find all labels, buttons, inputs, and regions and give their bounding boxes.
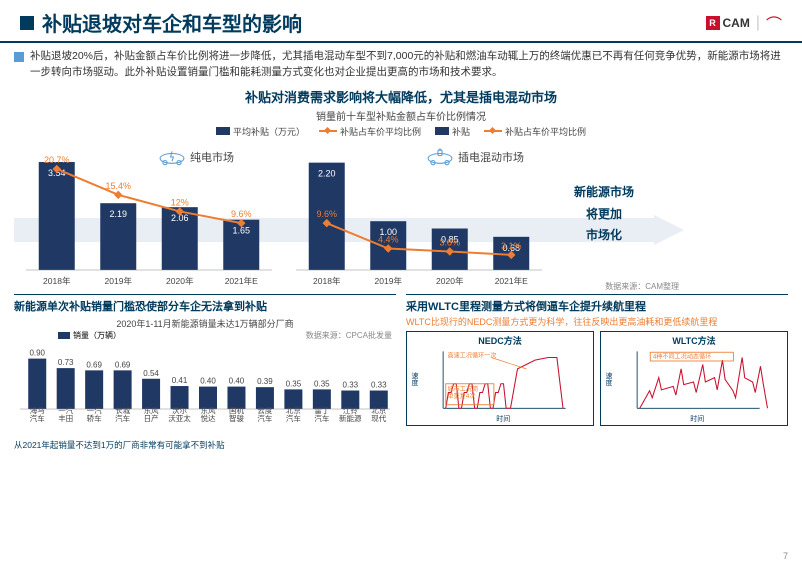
section1-title: 补贴对消费需求影响将大幅降低，尤其是插电混动市场 — [14, 87, 788, 106]
svg-text:4种不同工况动态循环: 4种不同工况动态循环 — [653, 353, 711, 361]
svg-text:0.39: 0.39 — [257, 377, 273, 386]
source2: 数据来源：CPCA批发量 — [306, 330, 392, 341]
svg-text:海马汽车: 海马汽车 — [30, 405, 45, 423]
svg-text:云度汽车: 云度汽车 — [257, 405, 272, 423]
svg-text:东风日产: 东风日产 — [144, 405, 159, 423]
svg-text:12%: 12% — [171, 197, 189, 207]
cam-text: CAM — [723, 16, 750, 30]
cam-icon: R — [706, 16, 720, 30]
svg-text:3.8%: 3.8% — [439, 237, 460, 247]
intro-text: 补贴退坡20%后，补贴金额占车价比例将进一步降低，尤其插电混动车型不到7,000… — [30, 49, 788, 81]
section2-footnote: 从2021年起销量不达到1万的厂商非常有可能拿不到补贴 — [14, 439, 396, 451]
intro-bullet — [14, 52, 24, 62]
section2-subtitle: 2020年1-11月新能源销量未达1万辆部分厂商 — [14, 317, 396, 330]
section1-subtitle: 销量前十车型补贴金额占车价比例情况 — [14, 108, 788, 123]
svg-text:0.35: 0.35 — [314, 379, 330, 388]
svg-text:2021年E: 2021年E — [225, 276, 258, 286]
svg-text:2020年: 2020年 — [166, 276, 194, 286]
svg-text:北京汽车: 北京汽车 — [286, 405, 301, 423]
svg-text:东风悦达: 东风悦达 — [201, 405, 216, 423]
svg-text:高速工况循环一次: 高速工况循环一次 — [448, 352, 497, 360]
source1: 数据来源：CAM整理 — [605, 281, 683, 292]
svg-text:0.73: 0.73 — [58, 358, 74, 367]
partner-logo-icon: ⌒ — [766, 11, 782, 35]
title-bullet — [20, 16, 34, 30]
chart-panel-ev: 3.542018年20.7%2.192019年15.4%2.062020年12%… — [14, 140, 284, 290]
svg-text:9.6%: 9.6% — [231, 209, 252, 219]
svg-text:0.33: 0.33 — [371, 380, 387, 389]
svg-text:15.4%: 15.4% — [105, 180, 131, 190]
svg-text:0.69: 0.69 — [115, 360, 131, 369]
page-title: 补贴退坡对车企和车型的影响 — [42, 8, 706, 37]
svg-text:0.41: 0.41 — [172, 376, 188, 385]
svg-text:一汽轿车: 一汽轿车 — [87, 405, 102, 423]
svg-text:0.40: 0.40 — [200, 376, 216, 385]
svg-text:20.7%: 20.7% — [44, 154, 70, 164]
svg-text:一汽丰田: 一汽丰田 — [58, 405, 73, 423]
nedc-chart: NEDC方法 高速工况循环一次 城市工况简单重复4次 速度 时间 — [406, 331, 594, 426]
car-plug-icon — [426, 148, 454, 166]
svg-text:2018年: 2018年 — [313, 276, 341, 286]
svg-text:2019年: 2019年 — [105, 276, 133, 286]
section3-title: 采用WLTC里程测量方式将倒逼车企提升续航里程 — [406, 294, 788, 314]
svg-text:9.6%: 9.6% — [316, 209, 337, 219]
svg-text:3.1%: 3.1% — [501, 240, 522, 250]
svg-text:雷丁汽车: 雷丁汽车 — [314, 406, 329, 423]
svg-text:0.40: 0.40 — [229, 376, 245, 385]
svg-text:2020年: 2020年 — [436, 276, 464, 286]
svg-text:2021年E: 2021年E — [495, 276, 528, 286]
logos: RCAM | ⌒ — [706, 11, 783, 35]
svg-text:0.90: 0.90 — [29, 348, 45, 357]
panel-b-label: 插电混动市场 — [458, 149, 524, 165]
svg-text:2.19: 2.19 — [109, 209, 127, 219]
charts-row: 3.542018年20.7%2.192019年15.4%2.062020年12%… — [14, 140, 788, 290]
side-conclusion: 新能源市场 将更加 市场化 — [554, 140, 654, 290]
chart-sales: 0.90 海马汽车 0.73 一汽丰田 0.69 一汽轿车 0.69 长城汽车 0.54 东风日产… — [14, 341, 396, 436]
svg-text:国机智骏: 国机智骏 — [229, 405, 244, 423]
panel-a-label: 纯电市场 — [190, 149, 234, 165]
svg-text:长城汽车: 长城汽车 — [115, 405, 130, 423]
svg-text:2019年: 2019年 — [375, 276, 403, 286]
svg-text:0.69: 0.69 — [86, 360, 102, 369]
svg-text:0.35: 0.35 — [286, 379, 302, 388]
wltc-chart: WLTC方法 4种不同工况动态循环 速度 时间 — [600, 331, 788, 426]
page-number: 7 — [783, 551, 788, 561]
svg-text:2018年: 2018年 — [43, 276, 71, 286]
section3-text: WLTC比现行的NEDC测量方式更为科学，往往反映出更高油耗和更低续航里程 — [406, 317, 788, 329]
svg-text:0.54: 0.54 — [143, 368, 159, 377]
svg-text:城市工况简单重复4次: 城市工况简单重复4次 — [448, 385, 479, 400]
chart-panel-phev: 2.202018年9.6%1.002019年4.4%0.852020年3.8%0… — [284, 140, 554, 290]
chart-legend: 平均补贴（万元） 补贴占车价平均比例 补贴 补贴占车价平均比例 — [14, 125, 788, 138]
car-icon — [158, 148, 186, 166]
svg-text:4.4%: 4.4% — [378, 234, 399, 244]
svg-text:2.20: 2.20 — [318, 168, 336, 178]
svg-text:北京现代: 北京现代 — [371, 405, 386, 423]
svg-text:0.33: 0.33 — [343, 380, 359, 389]
section2-title: 新能源单次补贴销量门槛恐使部分车企无法拿到补贴 — [14, 294, 396, 314]
